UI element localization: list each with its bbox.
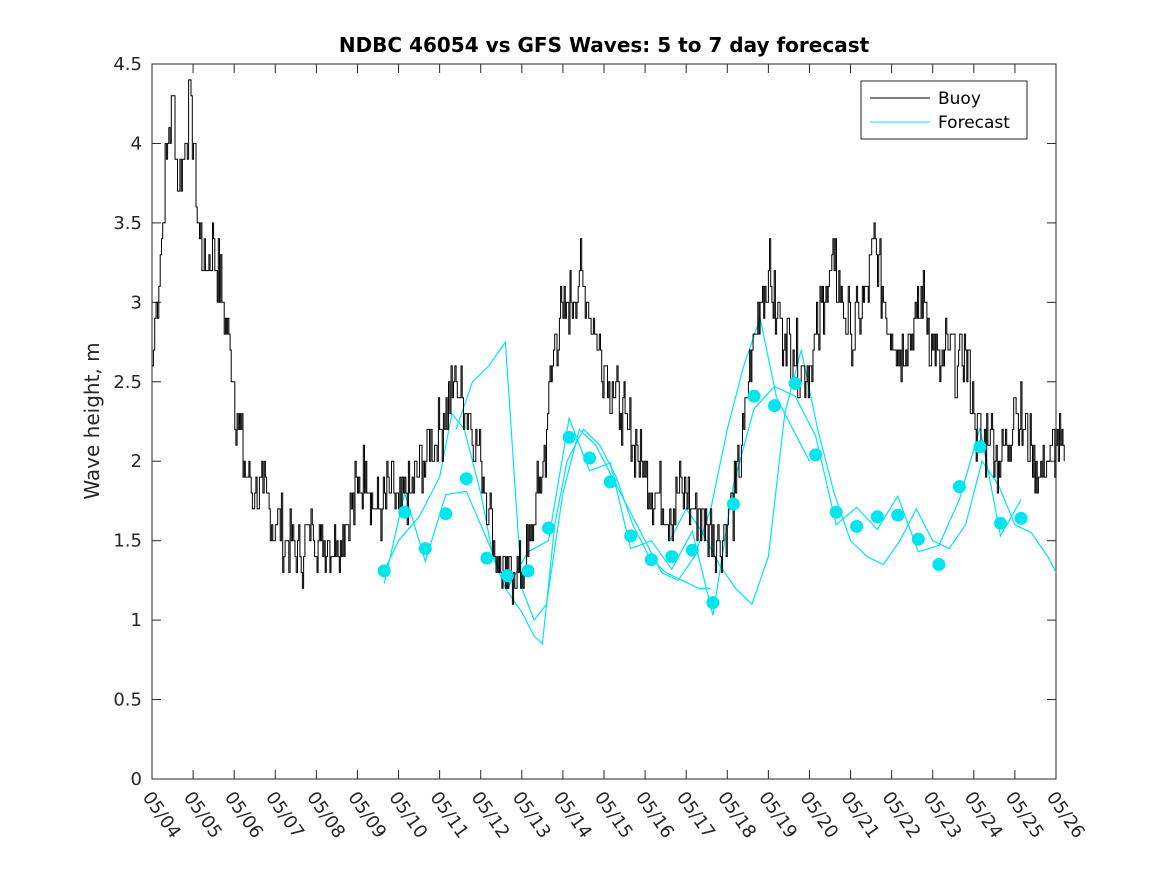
x-tick-label: 05/06 bbox=[220, 788, 267, 843]
forecast-point bbox=[932, 558, 946, 571]
x-tick-label: 05/17 bbox=[672, 788, 719, 843]
y-tick-label: 2 bbox=[131, 451, 142, 472]
forecast-point bbox=[459, 472, 473, 486]
x-tick-label: 05/25 bbox=[1001, 788, 1048, 843]
forecast-point bbox=[809, 448, 823, 462]
x-tick-label: 05/10 bbox=[384, 788, 431, 843]
x-tick-label: 05/11 bbox=[426, 788, 473, 843]
forecast-point bbox=[603, 475, 617, 489]
forecast-point bbox=[562, 430, 576, 444]
forecast-point bbox=[891, 508, 905, 522]
x-tick-label: 05/22 bbox=[878, 788, 925, 843]
buoy-series bbox=[152, 79, 1065, 605]
forecast-point bbox=[726, 497, 740, 511]
x-tick-label: 05/12 bbox=[467, 788, 514, 843]
x-tick-label: 05/13 bbox=[508, 788, 555, 843]
y-tick-label: 0 bbox=[131, 769, 142, 790]
forecast-point bbox=[624, 529, 638, 543]
y-tick-label: 4.5 bbox=[113, 54, 142, 75]
x-tick-label: 05/08 bbox=[302, 788, 349, 843]
forecast-point bbox=[706, 596, 720, 610]
forecast-point bbox=[521, 564, 535, 578]
y-tick-label: 1 bbox=[131, 610, 142, 631]
x-tick-label: 05/19 bbox=[754, 788, 801, 843]
forecast-point bbox=[788, 376, 802, 390]
y-axis-label: Wave height, m bbox=[80, 342, 104, 499]
y-tick-label: 1.5 bbox=[113, 531, 142, 552]
forecast-point bbox=[1014, 511, 1028, 525]
forecast-point bbox=[973, 440, 987, 454]
forecast-point bbox=[768, 399, 781, 413]
forecast-point bbox=[583, 451, 597, 465]
x-tick-label: 05/26 bbox=[1042, 788, 1089, 843]
legend: Buoy Forecast bbox=[860, 80, 1028, 140]
x-tick-label: 05/15 bbox=[590, 788, 637, 843]
x-tick-label: 05/04 bbox=[138, 788, 185, 843]
legend-label-buoy: Buoy bbox=[938, 89, 981, 109]
legend-label-forecast: Forecast bbox=[938, 113, 1010, 133]
forecast-point bbox=[870, 510, 884, 524]
x-tick-label: 05/23 bbox=[919, 788, 966, 843]
x-tick-label: 05/05 bbox=[179, 788, 226, 843]
y-tick-label: 4 bbox=[131, 133, 142, 154]
forecast-point bbox=[829, 505, 843, 519]
plot-frame bbox=[151, 63, 1057, 780]
y-axis: 0 0.5 1 1.5 2 2.5 3 3.5 4 4.5 bbox=[113, 54, 1056, 790]
forecast-point bbox=[500, 569, 514, 583]
forecast-point bbox=[418, 542, 432, 556]
y-tick-label: 0.5 bbox=[113, 690, 142, 711]
forecast-point bbox=[542, 521, 555, 535]
x-tick-label: 05/20 bbox=[795, 788, 842, 843]
x-tick-label: 05/21 bbox=[836, 788, 883, 843]
y-tick-label: 2.5 bbox=[113, 372, 142, 393]
forecast-point bbox=[439, 507, 453, 521]
x-tick-label: 05/16 bbox=[631, 788, 678, 843]
forecast-point bbox=[911, 532, 925, 546]
forecast-point bbox=[994, 516, 1007, 530]
forecast-point bbox=[850, 519, 864, 533]
forecast-point bbox=[747, 389, 761, 403]
x-tick-label: 05/07 bbox=[261, 788, 308, 843]
forecast-point bbox=[665, 550, 679, 564]
chart-title: NDBC 46054 vs GFS Waves: 5 to 7 day fore… bbox=[339, 33, 870, 57]
x-tick-label: 05/24 bbox=[960, 788, 1007, 843]
forecast-points bbox=[377, 376, 1028, 610]
x-tick-label: 05/09 bbox=[343, 788, 390, 843]
forecast-point bbox=[480, 551, 494, 565]
forecast-point bbox=[377, 564, 391, 578]
forecast-point bbox=[952, 480, 966, 494]
forecast-point bbox=[685, 543, 699, 557]
y-tick-label: 3.5 bbox=[113, 213, 142, 234]
buoy-line bbox=[152, 79, 1065, 605]
x-tick-label: 05/18 bbox=[713, 788, 760, 843]
forecast-point bbox=[398, 505, 412, 519]
forecast-point bbox=[644, 553, 658, 567]
y-tick-label: 3 bbox=[131, 292, 142, 313]
legend-box bbox=[860, 80, 1028, 140]
x-tick-label: 05/14 bbox=[549, 788, 596, 843]
